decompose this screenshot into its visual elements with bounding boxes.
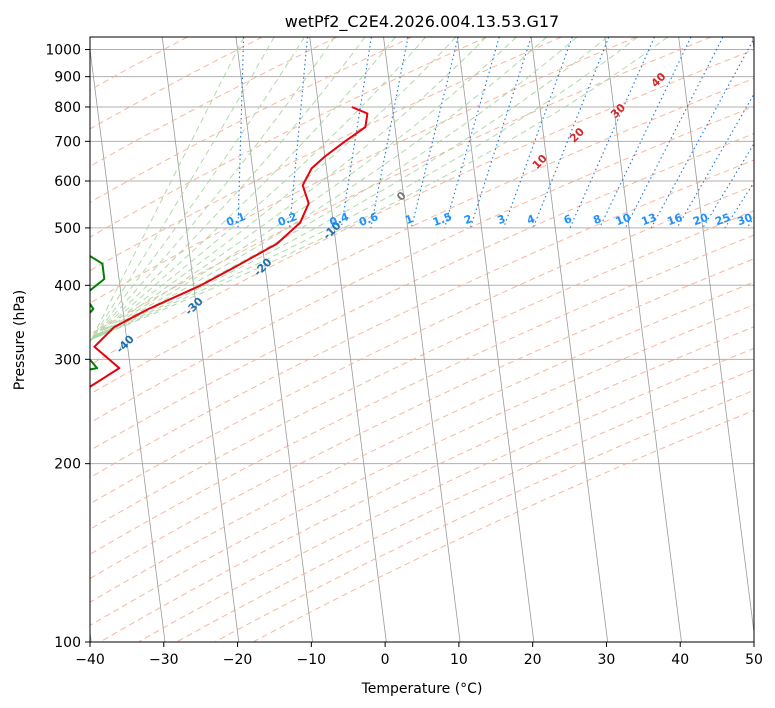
isotherm-line <box>161 37 240 642</box>
isotherm-line <box>235 37 313 642</box>
isotherm-line <box>530 37 609 642</box>
x-tick-label: 20 <box>524 652 542 668</box>
mixing-ratio-line <box>370 37 409 229</box>
dry-adiabat <box>99 326 754 642</box>
y-tick-label: 600 <box>54 174 81 190</box>
x-tick-label: 10 <box>450 652 468 668</box>
x-tick-label: −40 <box>75 652 105 668</box>
isotherm-line <box>309 37 387 642</box>
moist-adiabat <box>90 37 396 342</box>
mixing-ratio-label: 6 <box>562 212 574 227</box>
isotherm-line <box>604 37 682 642</box>
mixing-ratio-label: 4 <box>525 212 537 227</box>
x-axis-title: Temperature (°C) <box>361 681 483 697</box>
dry-adiabat <box>90 37 338 167</box>
mixing-ratio-label: 25 <box>713 211 732 228</box>
dry-adiabat <box>90 258 754 580</box>
dry-adiabat <box>90 37 487 238</box>
y-tick-label: 700 <box>54 134 81 150</box>
mixing-ratio-line <box>599 37 692 229</box>
x-tick-label: −20 <box>223 652 253 668</box>
mixing-ratio-label: 0.6 <box>357 210 380 229</box>
moist-adiabat <box>90 37 517 341</box>
isotherm-line <box>678 37 754 636</box>
y-tick-label: 1000 <box>45 43 81 59</box>
mixing-ratio-line <box>650 37 754 229</box>
y-tick-label: 300 <box>54 352 81 368</box>
mixing-ratio-label: 0.2 <box>276 210 299 229</box>
mixing-ratio-line <box>569 37 655 229</box>
mixing-ratio-line <box>340 37 372 228</box>
dry-adiabat <box>90 37 562 272</box>
mixing-ratio-label: 30 <box>735 211 754 229</box>
moist-adiabat <box>90 37 457 341</box>
mixing-ratio-label: 0.4 <box>328 210 351 229</box>
y-tick-label: 500 <box>54 221 81 237</box>
dry-adiabat <box>90 132 754 452</box>
background-lines <box>90 37 754 642</box>
sounding-profiles <box>90 106 369 388</box>
isotherm-line <box>383 37 461 642</box>
dry-adiabat <box>138 347 754 642</box>
y-axis: 100 200 300 400 500 600 700 800 900 1000 <box>45 43 90 651</box>
x-tick-label: 50 <box>745 652 763 668</box>
mixing-ratio-line <box>469 37 532 229</box>
mixing-ratio-label: 10 <box>614 211 633 229</box>
x-tick-label: 30 <box>598 652 616 668</box>
mixing-ratio-line <box>289 37 309 228</box>
y-tick-label: 200 <box>54 457 81 473</box>
mixing-ratio-line <box>532 37 610 229</box>
mixing-ratio-label: 0.1 <box>224 210 247 229</box>
y-axis-title: Pressure (hPa) <box>12 290 28 390</box>
temperature-profile <box>90 106 369 388</box>
x-tick-label: 40 <box>671 652 689 668</box>
x-tick-label: −30 <box>149 652 179 668</box>
y-tick-label: 800 <box>54 100 81 116</box>
moist-adiabat <box>90 37 638 341</box>
dry-adiabat <box>252 409 754 642</box>
mixing-ratio-label: 13 <box>640 211 659 228</box>
dry-adiabat <box>214 389 754 642</box>
plot-frame <box>89 36 755 643</box>
moist-adiabat <box>90 37 275 343</box>
x-tick-label: −10 <box>297 652 327 668</box>
moist-adiabat <box>90 37 578 341</box>
y-tick-label: 900 <box>54 70 81 86</box>
mixing-ratio-label: 2 <box>462 212 474 227</box>
mixing-ratio-line <box>410 37 459 229</box>
x-axis: −40 −30 −20 −10 0 10 20 30 40 50 <box>75 642 763 668</box>
dry-adiabat <box>90 304 754 626</box>
moist-adiabat <box>90 37 487 341</box>
dry-adiabat <box>90 234 754 555</box>
dry-adiabat <box>176 368 754 642</box>
mixing-ratio-label: 8 <box>591 212 603 227</box>
mixing-ratio-label: 16 <box>665 211 684 229</box>
isotherm-line <box>90 46 166 642</box>
y-tick-label: 100 <box>54 635 81 651</box>
mixing-ratio-label: 3 <box>496 212 508 227</box>
moist-adiabat <box>90 37 548 341</box>
moist-adiabat <box>90 37 366 342</box>
mixing-ratio-label: 20 <box>691 211 710 229</box>
mixing-ratio-line <box>444 37 500 229</box>
chart-title: wetPf2_C2E4.2026.004.13.53.G17 <box>285 12 559 32</box>
dry-adiabat <box>90 281 754 603</box>
moist-adiabat <box>90 37 305 342</box>
x-tick-label: 0 <box>381 652 390 668</box>
dry-adiabat <box>90 49 754 366</box>
dry-adiabat <box>90 77 754 395</box>
mixing-ratio-label: 1 <box>403 212 415 227</box>
mixing-ratio-label: 1.5 <box>431 210 454 229</box>
y-tick-label: 400 <box>54 278 81 294</box>
mixing-ratio-line <box>237 37 245 228</box>
